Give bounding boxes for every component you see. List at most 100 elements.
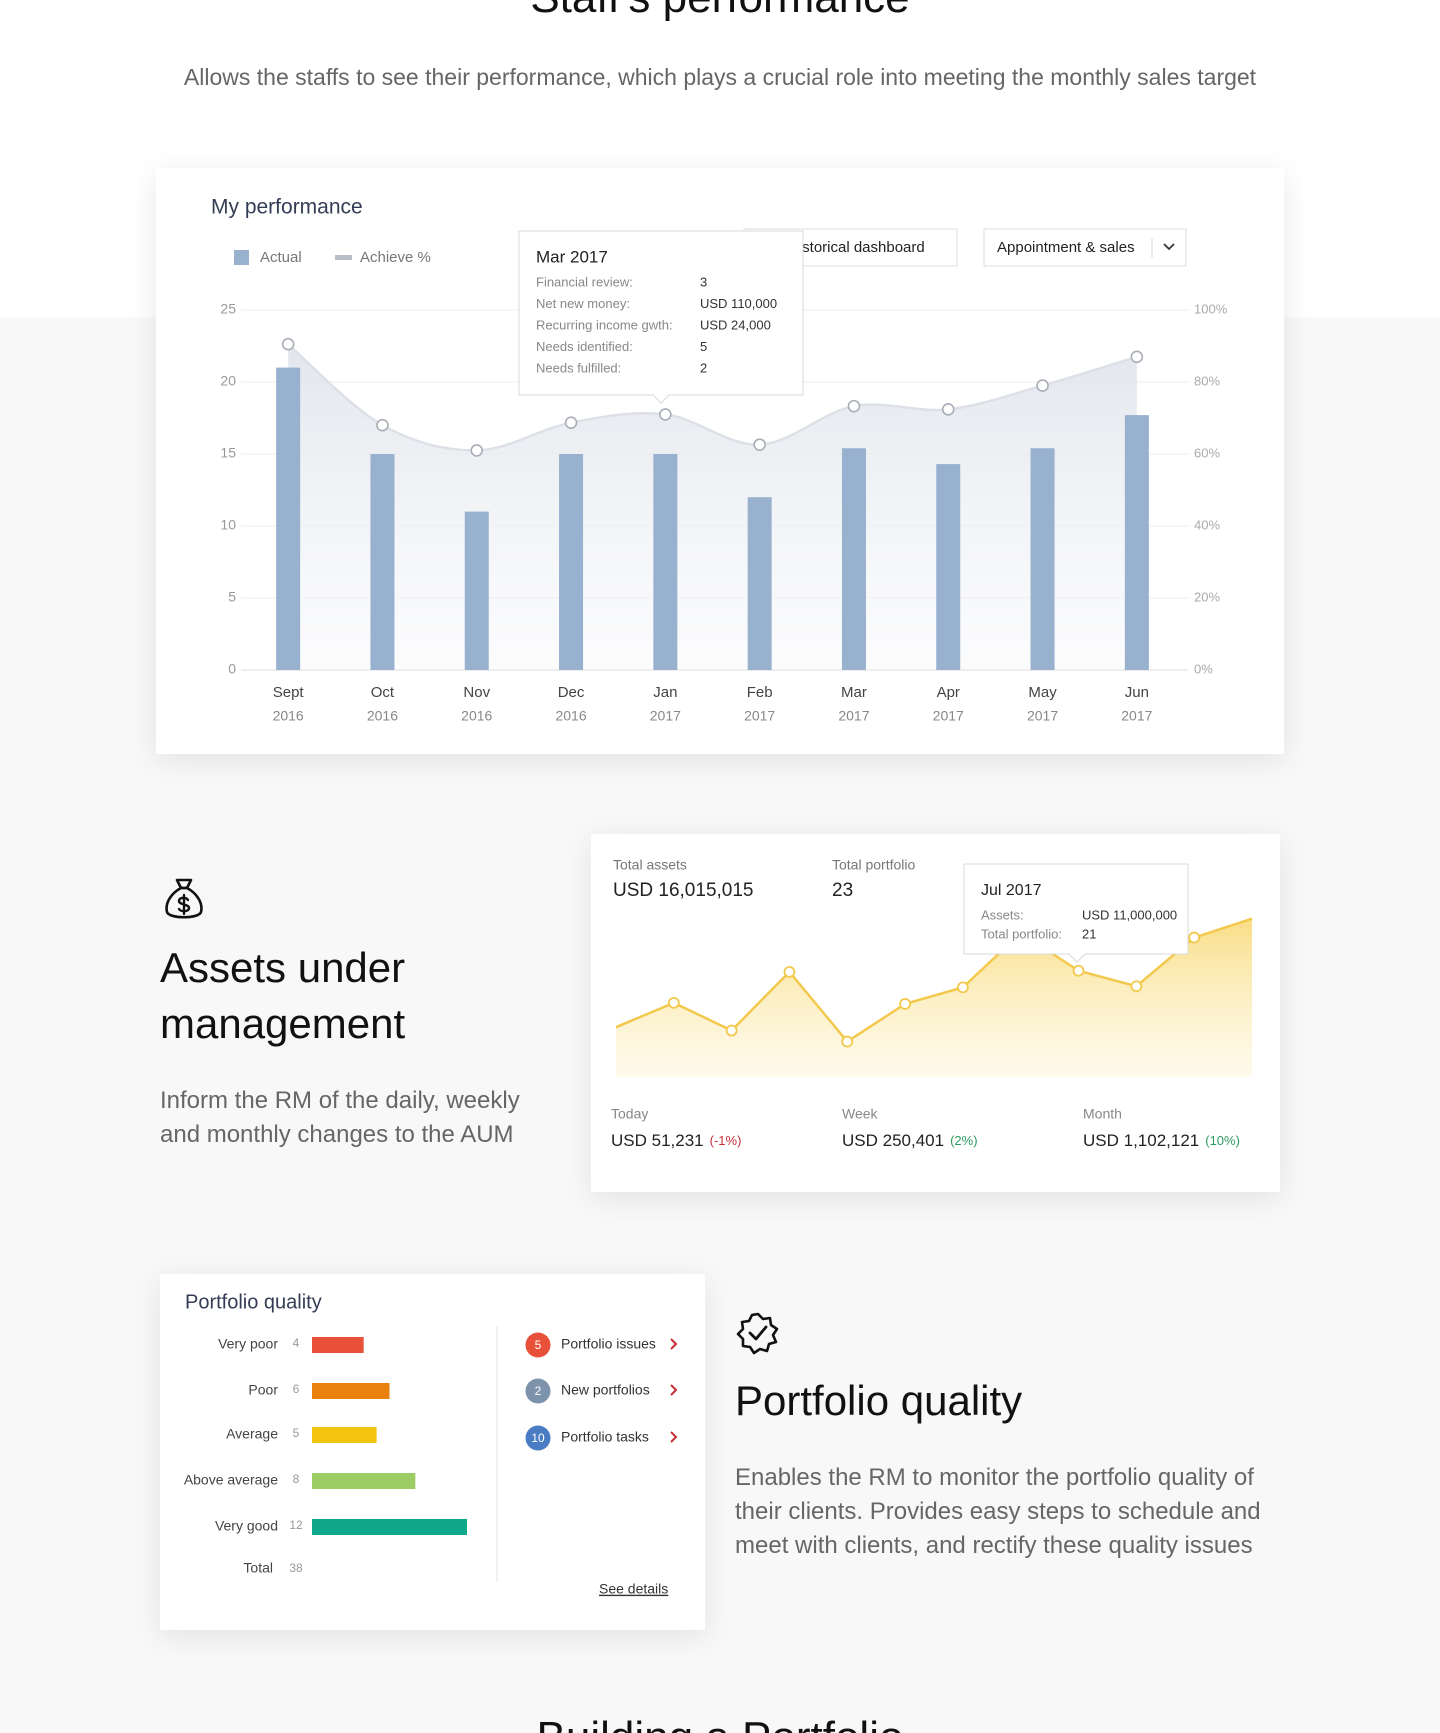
total-label: Total portfolio: [832, 857, 915, 873]
achieve-point: [281, 337, 295, 351]
tooltip-label: Needs fulfilled:: [536, 360, 621, 375]
y-tick-label: 20: [220, 373, 236, 389]
x-tick-label: Apr: [937, 684, 960, 701]
quality-title: Portfolio quality: [735, 1377, 1023, 1424]
card-title: My performance: [211, 196, 363, 219]
tooltip-label: Assets:: [981, 907, 1024, 922]
bar-category: Very poor: [218, 1336, 278, 1352]
y-tick-label: 10: [220, 517, 236, 533]
bar-value-label: 5: [293, 1426, 300, 1440]
achieve-point: [564, 416, 578, 429]
achieve-point: [1130, 350, 1144, 364]
change-amount: USD 51,231: [611, 1131, 704, 1150]
tooltip-value: 3: [700, 274, 707, 289]
achieve-point: [470, 444, 484, 457]
count-badge-label: 10: [531, 1431, 545, 1445]
bar: [1030, 448, 1055, 670]
aum-card: Total assets USD 16,015,015 Total portfoli…: [591, 834, 1280, 1192]
x-tick-label: Sept: [273, 684, 305, 701]
tooltip-value: USD 11,000,000: [1082, 907, 1177, 922]
bar-value-label: 8: [293, 1472, 300, 1486]
legend-label: Actual: [260, 249, 302, 266]
tooltip-value: USD 110,000: [700, 296, 777, 311]
quality-description: Enables the RM to monitor the portfolio …: [735, 1464, 1261, 1559]
x-tick-year: 2017: [744, 708, 775, 724]
aum-point: [783, 965, 796, 978]
aum-description: Inform the RM of the daily, weekly and m…: [160, 1087, 520, 1148]
quality-card: Portfolio quality Very poor 4 Poor 6 Average…: [160, 1274, 705, 1630]
aum-title: Assets under management: [160, 944, 406, 1047]
total-label: Total assets: [613, 857, 687, 873]
tooltip-box: [963, 863, 1189, 955]
total-label: Total: [243, 1560, 273, 1576]
count-badge-label: 5: [535, 1338, 542, 1352]
bar: [559, 454, 584, 670]
bar-category: Poor: [248, 1382, 278, 1398]
bar-value-label: 6: [293, 1382, 300, 1396]
count-badge: [525, 1332, 551, 1358]
badge-check-icon: [736, 1312, 779, 1355]
y-tick-label: 5: [228, 589, 236, 605]
link-chevron: [670, 1431, 678, 1443]
change-amount: USD 250,401: [842, 1131, 944, 1150]
x-tick-label: Feb: [747, 684, 773, 701]
change-label: Week: [842, 1106, 879, 1122]
bar: [312, 1383, 390, 1399]
aum-point: [1188, 931, 1201, 944]
bar: [312, 1519, 467, 1535]
tooltip-box: [518, 230, 804, 396]
aum-point: [667, 996, 680, 1009]
bar: [464, 511, 489, 670]
change-percent: (2%): [950, 1133, 977, 1148]
tooltip-title: Jul 2017: [981, 882, 1042, 899]
tooltip-pointer: [1068, 953, 1086, 963]
x-tick-year: 2016: [273, 708, 304, 724]
count-badge-label: 2: [535, 1384, 542, 1398]
bar: [312, 1337, 364, 1353]
aum-area: [616, 918, 1252, 1077]
y2-tick-label: 60%: [1194, 445, 1220, 460]
bar: [936, 464, 961, 670]
see-details-link[interactable]: See details: [599, 1581, 668, 1597]
legend-swatch: [335, 255, 352, 260]
x-tick-year: 2017: [650, 708, 681, 724]
change-value: USD 1,102,121 (10%): [1083, 1131, 1240, 1150]
x-tick-year: 2017: [1121, 708, 1152, 724]
tooltip-value: 2: [700, 360, 707, 375]
link-chevron: [670, 1338, 678, 1350]
link-label: Portfolio issues: [561, 1336, 656, 1352]
aum-line: [615, 917, 1253, 1044]
x-tick-label: Jan: [653, 684, 677, 701]
aum-point: [725, 1024, 738, 1037]
tooltip-label: Financial review:: [536, 274, 633, 289]
count-badge: [525, 1425, 551, 1451]
bar-value-label: 4: [293, 1336, 300, 1350]
total-value: 23: [832, 880, 853, 901]
bar-category: Very good: [215, 1518, 278, 1534]
tooltip: Jul 2017 Assets: USD 11,000,000 Total portf…: [963, 863, 1189, 963]
bar: [312, 1427, 377, 1443]
bar: [276, 367, 301, 670]
section-subtitle: Allows the staffs to see their performan…: [183, 64, 1257, 90]
change-percent: (-1%): [710, 1133, 742, 1148]
bar: [370, 454, 395, 670]
x-tick-year: 2017: [933, 708, 964, 724]
y-tick-label: 15: [220, 445, 236, 461]
x-tick-year: 2016: [367, 708, 398, 724]
x-tick-year: 2016: [461, 708, 492, 724]
money-bag-icon: [165, 878, 203, 919]
x-tick-year: 2017: [1027, 708, 1058, 724]
aum-point: [1130, 980, 1143, 993]
tooltip-pointer: [652, 394, 670, 404]
aum-point: [1072, 964, 1085, 977]
bar: [312, 1473, 416, 1489]
bar-value-label: 12: [289, 1518, 303, 1532]
bar: [747, 497, 772, 670]
achieve-point: [753, 438, 766, 451]
x-tick-label: May: [1028, 684, 1057, 701]
aum-point: [841, 1035, 854, 1048]
achieve-area: [288, 344, 1137, 670]
achieve-point: [659, 408, 672, 421]
